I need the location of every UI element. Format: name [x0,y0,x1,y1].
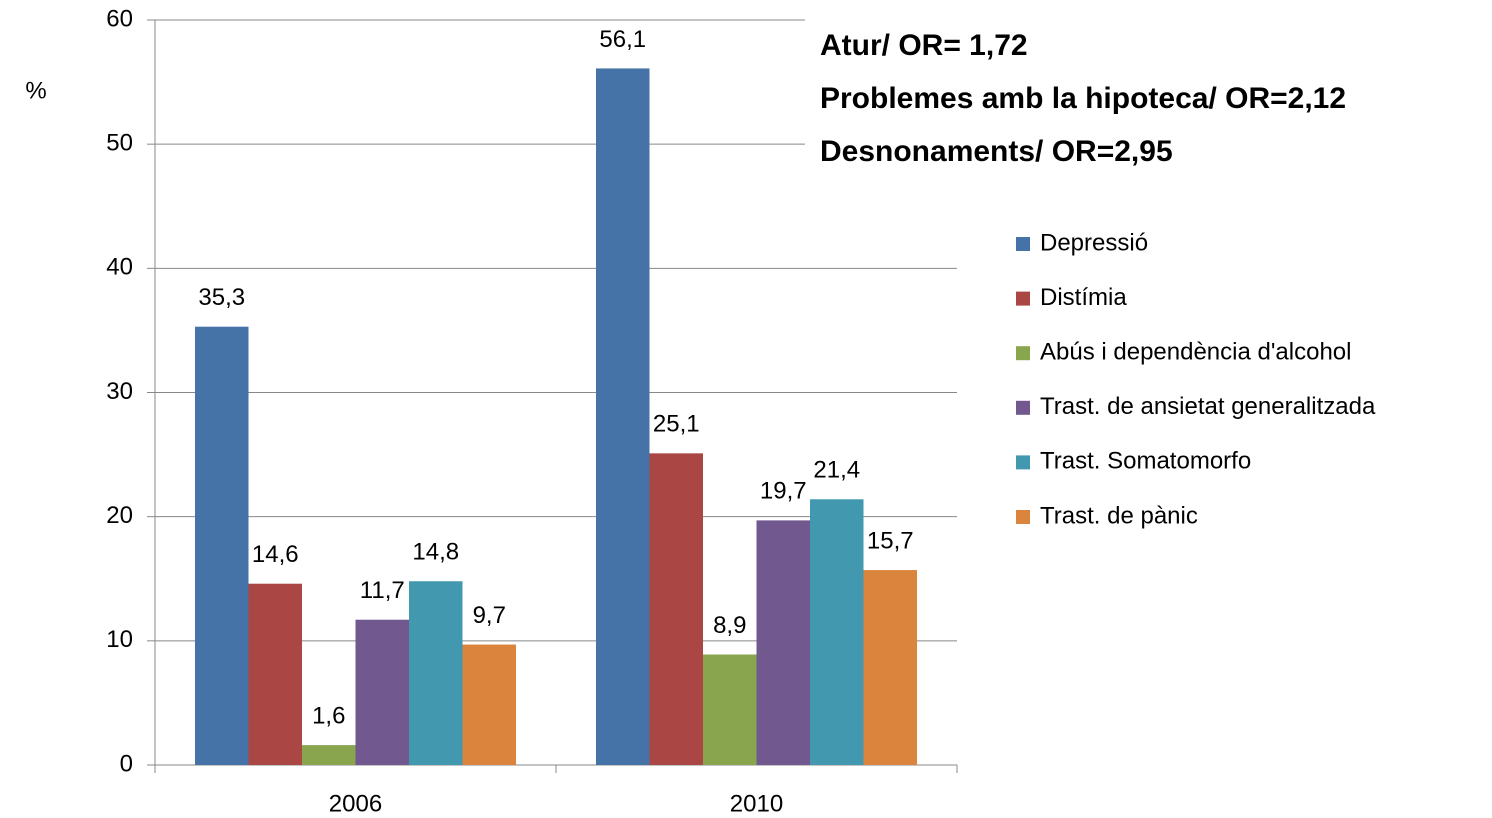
bar [596,68,650,766]
bar [248,583,302,765]
legend-swatch [1016,400,1030,415]
bar [195,326,249,765]
y-tick-label: 20 [106,502,133,529]
legend-label: Trast. Somatomorfo [1040,448,1251,475]
y-tick-label: 60 [106,5,133,32]
bar [355,619,409,765]
bar [703,654,757,765]
legend-swatch [1016,455,1030,470]
data-label: 14,8 [412,539,459,566]
legend-label: Trast. de ansietat generalitzada [1040,393,1376,420]
data-label: 25,1 [653,411,700,438]
legend-label: Trast. de pànic [1040,502,1198,529]
y-tick-label: 0 [120,750,133,777]
data-label: 35,3 [198,284,245,311]
legend-label: Depressió [1040,229,1148,256]
bar [302,745,356,765]
data-label: 15,7 [867,527,914,554]
legend-label: Distímia [1040,284,1127,311]
data-label: 56,1 [599,26,646,53]
data-label: 21,4 [813,457,860,484]
data-label: 19,7 [760,478,807,505]
legend-label: Abús i dependència d'alcohol [1040,339,1351,366]
annotation-background [805,14,1492,184]
y-axis-label: % [25,77,46,104]
y-tick-label: 30 [106,378,133,405]
legend-swatch [1016,291,1030,306]
bar [462,644,516,765]
data-label: 1,6 [312,702,345,729]
annotation: Problemes amb la hipoteca/ OR=2,12 [820,82,1346,115]
annotation: Atur/ OR= 1,72 [820,29,1028,62]
legend-swatch [1016,346,1030,361]
data-label: 9,7 [473,602,506,629]
bar [649,453,703,765]
annotation: Desnonaments/ OR=2,95 [820,135,1173,168]
y-tick-label: 40 [106,254,133,281]
data-label: 11,7 [360,577,405,604]
bar [863,570,917,765]
x-tick-label: 2006 [329,790,382,817]
data-label: 14,6 [252,541,299,568]
bar [409,581,463,765]
bar [810,499,864,765]
y-tick-label: 50 [106,130,133,157]
legend-swatch [1016,510,1030,524]
legend-swatch [1016,237,1030,251]
x-tick-label: 2010 [730,790,783,817]
bar [756,520,810,765]
data-label: 8,9 [713,612,746,639]
y-tick-label: 10 [106,626,133,653]
